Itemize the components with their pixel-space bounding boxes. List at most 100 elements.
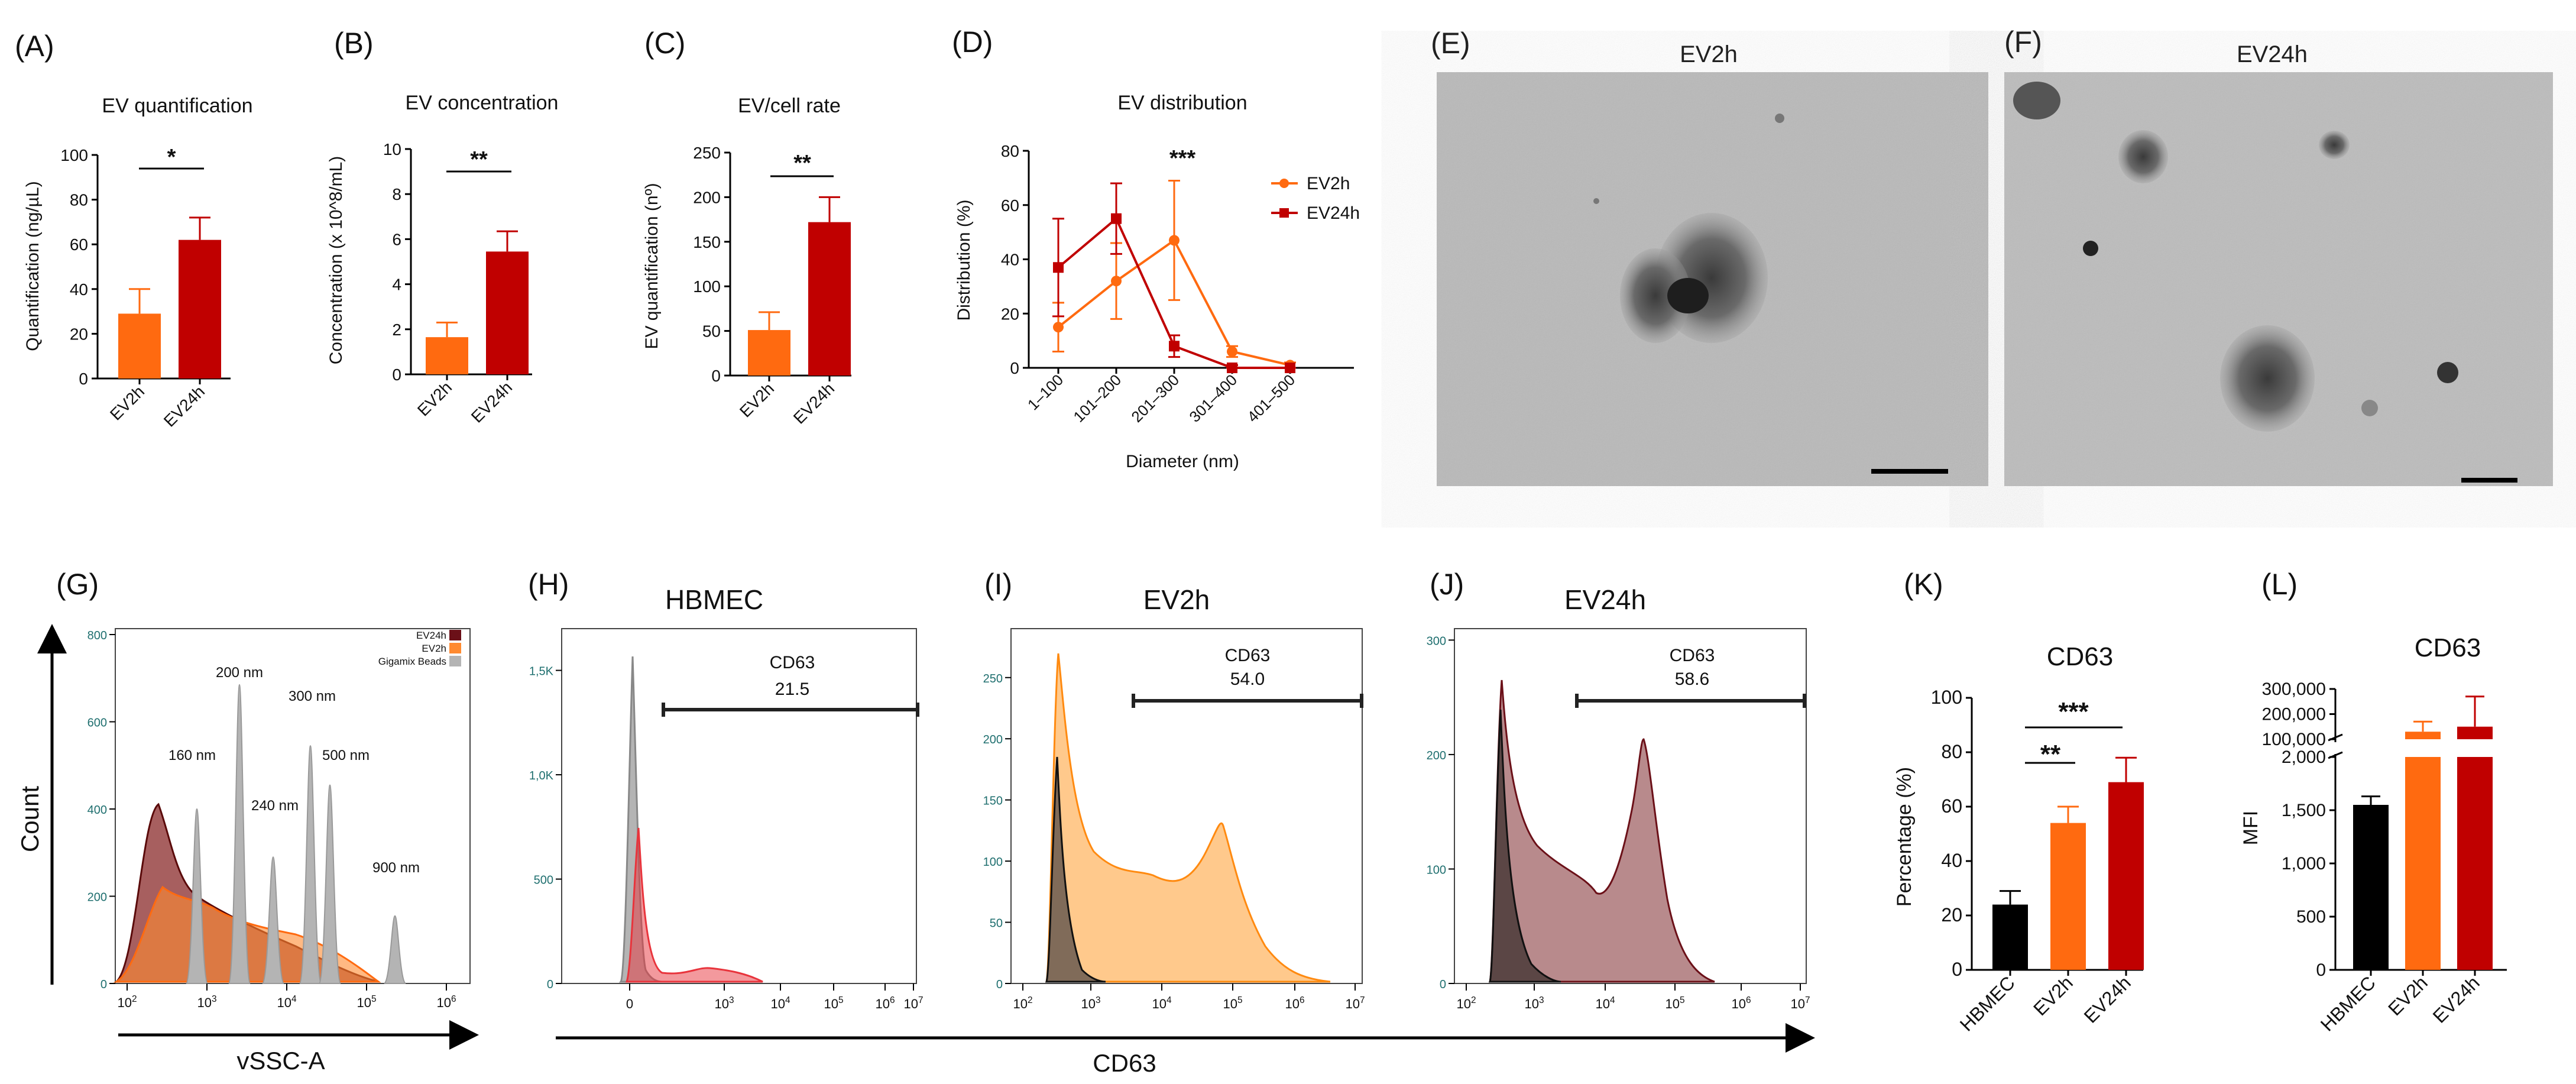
x-tick-label: 201–300	[1127, 371, 1182, 426]
panel-a-label: (A)	[15, 30, 54, 63]
y-tick-label: 50	[990, 917, 1003, 930]
tem-ev24h-vesicle	[2013, 82, 2060, 119]
x-tick-label: EV2h	[414, 378, 455, 419]
panel-g-legend-beads-swatch	[449, 656, 461, 666]
y-tick-label: 20	[1001, 305, 1019, 323]
panel-b-bar-chart: (B) EV concentration Concentration (x 10…	[326, 27, 558, 426]
bead-peak-label: 500 nm	[322, 748, 370, 763]
panel-j-gate-label: CD63	[1670, 646, 1715, 665]
y-tick-label: 0	[1010, 359, 1019, 377]
x-tick-label: 101–200	[1070, 371, 1125, 426]
x-tick-label: 105	[1665, 995, 1684, 1011]
panel-d-label: (D)	[952, 25, 993, 59]
legend-ev24h-label: EV24h	[1307, 203, 1360, 223]
y-tick-label: 300	[1427, 635, 1446, 648]
y-tick-label: 250	[693, 144, 721, 162]
y-tick-label: 60	[1941, 795, 1962, 817]
panel-h-label: (H)	[528, 568, 569, 601]
x-tick-label: EV24h	[160, 382, 208, 430]
panel-k-significance-1: **	[2040, 740, 2061, 769]
panel-j-isotype-trace	[1488, 709, 1561, 983]
y-tick-label: 200	[983, 733, 1003, 746]
x-tick-label: 107	[1790, 995, 1810, 1011]
y-tick-label: 200	[88, 891, 107, 904]
panel-b-significance: **	[470, 147, 488, 172]
panel-h-title: HBMEC	[665, 584, 763, 615]
y-tick-label: 200	[693, 188, 721, 206]
panel-k-label: (K)	[1904, 568, 1943, 601]
y-tick-label: 500	[534, 874, 553, 887]
panel-b-ylabel: Concentration (x 10^8/mL)	[326, 156, 346, 365]
y-tick-label: 100	[1931, 687, 1962, 708]
y-tick-label: 20	[1941, 904, 1962, 926]
tem-ev24h-particle	[2361, 400, 2378, 416]
tem-ev2h-vesicle	[1620, 248, 1691, 343]
x-tick-label: 106	[436, 994, 456, 1010]
panel-d-significance: ***	[1169, 146, 1196, 171]
y-tick-label: 100	[1427, 863, 1446, 876]
tem-ev24h-particle	[2083, 241, 2098, 256]
y-tick-label: 40	[1001, 251, 1019, 269]
x-tick-label: 102	[1013, 995, 1032, 1011]
panel-a-title: EV quantification	[102, 95, 252, 117]
y-tick-label: 1,5K	[529, 665, 554, 678]
bead-peak	[319, 784, 341, 984]
x-tick-label: 106	[875, 995, 895, 1011]
panel-b-title: EV concentration	[406, 92, 559, 114]
x-tick-label: 103	[1081, 995, 1100, 1011]
tem-ev24h-vesicle	[2220, 325, 2315, 432]
panel-i-cd63-trace	[1045, 653, 1331, 983]
panel-h-cd63-trace	[625, 827, 763, 983]
point-ev24h	[1227, 363, 1237, 373]
panel-k-bar-chart: (K) CD63 Percentage (%) 0 20 40 60 80 100 HBME…	[1893, 568, 2144, 1036]
x-tick-label: 107	[903, 995, 923, 1011]
bar-ev24h	[179, 240, 221, 378]
panel-i-isotype-trace	[1045, 756, 1106, 983]
y-tick-label: 800	[88, 629, 107, 642]
bead-peak-label: 240 nm	[251, 798, 299, 814]
bead-peak-label: 900 nm	[372, 860, 420, 876]
y-tick-label: 1,0K	[529, 769, 554, 782]
y-tick-label: 8	[392, 185, 401, 203]
point-ev2h	[1053, 322, 1064, 333]
panel-c-label: (C)	[644, 27, 685, 60]
tem-ev2h-particle	[1593, 198, 1599, 204]
x-tick-label: 103	[1524, 995, 1544, 1011]
panel-g-ylabel: Count	[16, 786, 44, 852]
panel-e-label: (E)	[1431, 27, 1470, 60]
bead-peak	[299, 745, 322, 984]
x-tick-label: EV2h	[106, 382, 148, 423]
x-tick-label: EV24h	[790, 379, 838, 427]
bar-ev2h-lower	[2405, 757, 2441, 970]
point-ev24h	[1053, 262, 1064, 273]
y-tick-label: 0	[2316, 960, 2326, 980]
panel-g-legend-ev24h: EV24h	[416, 630, 446, 641]
panel-j-gate-value: 58.6	[1675, 669, 1709, 689]
bar-hbmec	[1992, 904, 2028, 970]
x-tick-label: 104	[1152, 995, 1171, 1011]
y-tick-label: 400	[88, 804, 107, 817]
panel-g-bead-peaks	[186, 684, 406, 984]
panel-i-gate-value: 54.0	[1230, 669, 1265, 689]
y-tick-label: 300,000	[2262, 679, 2326, 699]
y-tick-label: 80	[1001, 142, 1019, 160]
legend-ev24h-marker	[1279, 208, 1289, 218]
y-tick-label: 1,500	[2282, 801, 2326, 820]
y-tick-label: 100	[693, 277, 721, 296]
panel-b-label: (B)	[334, 27, 374, 60]
panel-i-gate-label: CD63	[1225, 646, 1271, 665]
panel-k-significance-2: ***	[2058, 697, 2089, 726]
y-tick-label: 2,000	[2282, 748, 2326, 767]
panel-g-legend-ev2h: EV2h	[422, 643, 446, 654]
y-tick-label: 0	[711, 367, 721, 385]
y-tick-label: 150	[693, 233, 721, 251]
panel-g-xlabel: vSSC-A	[236, 1047, 325, 1075]
y-tick-label: 4	[392, 276, 401, 294]
x-tick-label: 102	[117, 994, 137, 1010]
x-tick-label: EV2h	[2384, 972, 2432, 1020]
bar-ev2h	[426, 337, 468, 374]
panel-h-frame	[561, 628, 917, 984]
x-tick-label: EV2h	[736, 379, 777, 420]
panel-j-histogram: (J) EV24h CD63 58.6 0 100 200 300 102 103 104 1…	[1427, 568, 1810, 1011]
